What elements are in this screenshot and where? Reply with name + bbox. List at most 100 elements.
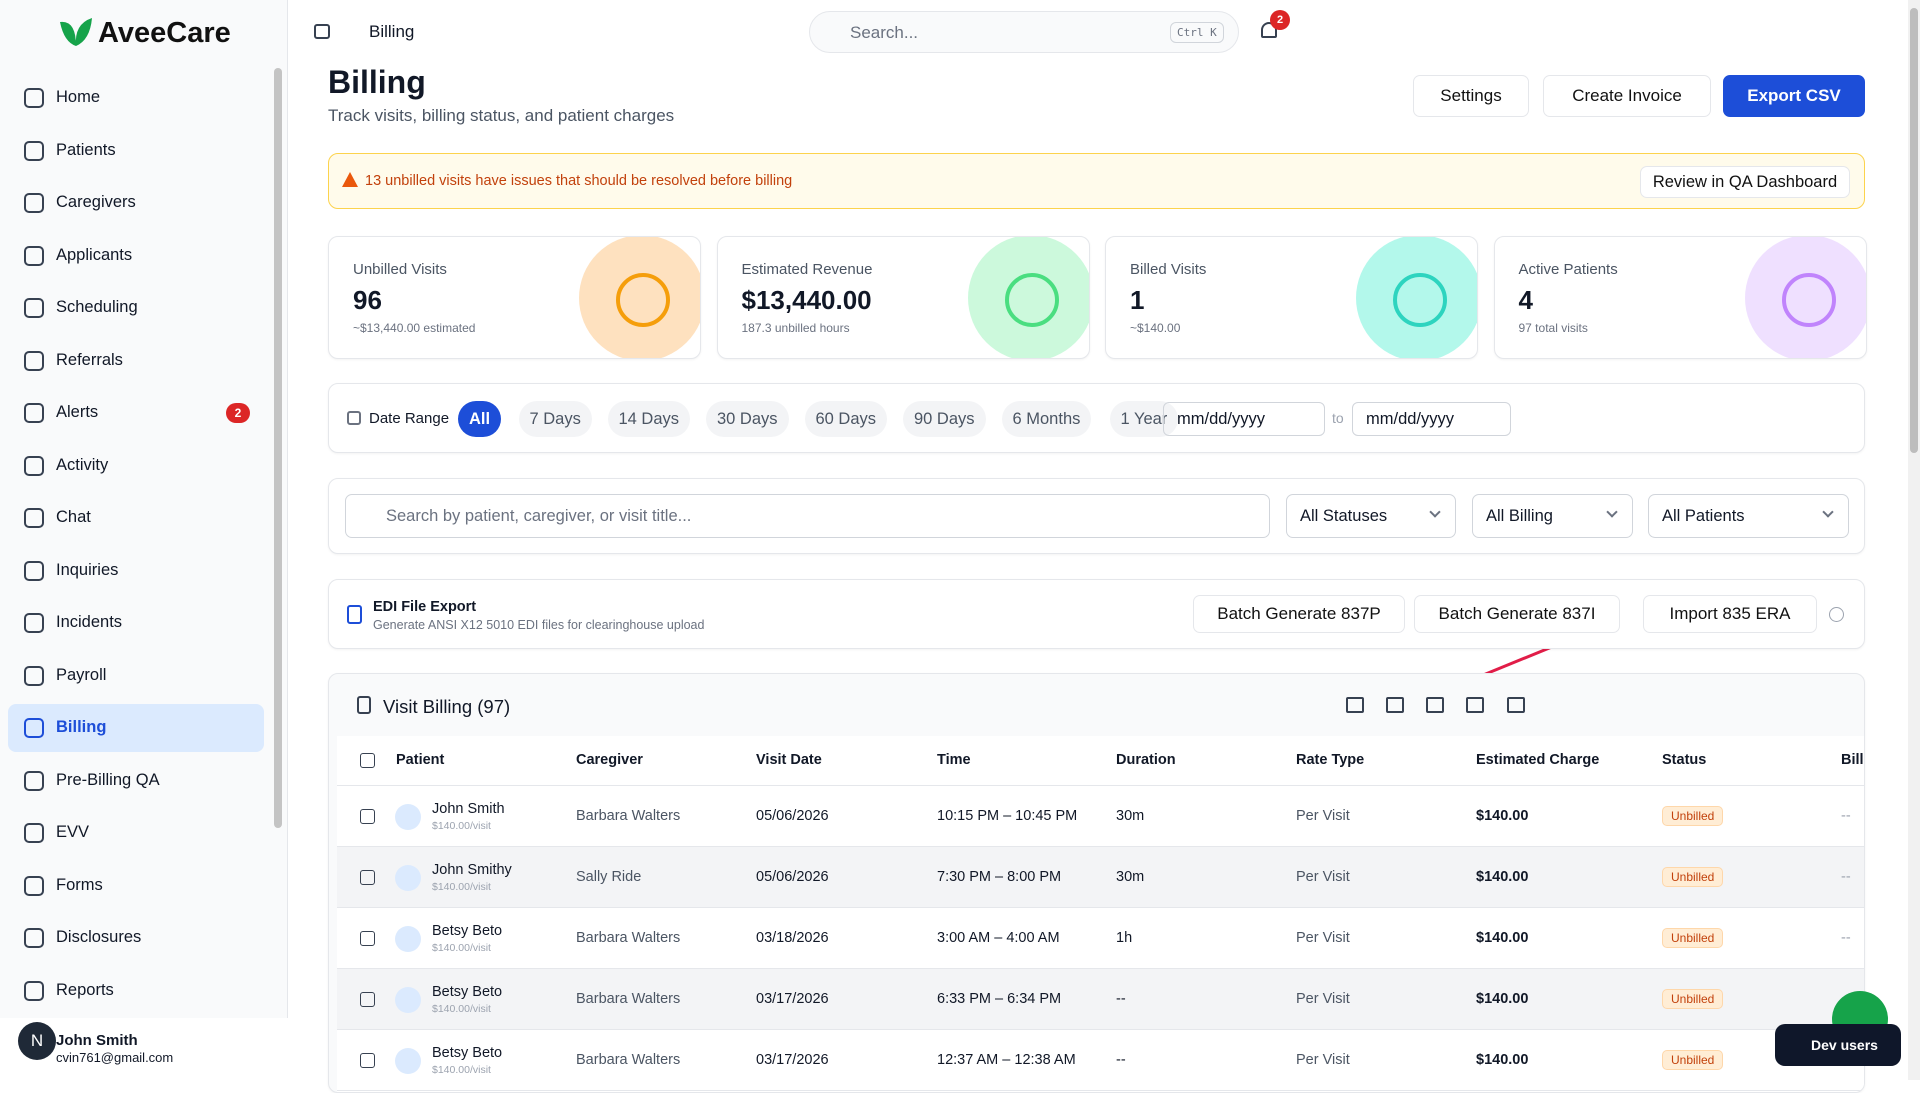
filter-search[interactable]: Search by patient, caregiver, or visit t… xyxy=(345,494,1270,538)
edi-icon xyxy=(347,605,362,624)
date-chip[interactable]: 60 Days xyxy=(804,401,888,437)
nav-icon xyxy=(24,193,44,213)
nav-item[interactable]: EVV xyxy=(8,809,264,857)
column-header[interactable]: Time xyxy=(937,752,971,768)
select-label: All Billing xyxy=(1486,507,1553,525)
nav-item[interactable]: Referrals xyxy=(8,337,264,385)
table-row[interactable]: Betsy Beto $140.00/visit Barbara Walters 03… xyxy=(337,1030,1864,1091)
global-search[interactable]: Search... Ctrl K xyxy=(809,11,1239,53)
date-chip[interactable]: 30 Days xyxy=(706,401,789,437)
sidebar-toggle[interactable] xyxy=(314,24,330,39)
toolbar-icon[interactable] xyxy=(1426,697,1444,713)
patient-avatar xyxy=(395,1048,421,1074)
user-name: John Smith xyxy=(56,1032,138,1049)
cell: 3:00 AM – 4:00 AM xyxy=(937,930,1060,946)
column-header[interactable]: Caregiver xyxy=(576,752,643,768)
nav-item[interactable]: Inquiries xyxy=(8,547,264,595)
nav-item[interactable]: Activity xyxy=(8,442,264,490)
shortcut: Ctrl K xyxy=(1170,22,1224,43)
cell: 12:37 AM – 12:38 AM xyxy=(937,1052,1076,1068)
user-menu[interactable]: N John Smith cvin761@gmail.com xyxy=(0,1018,288,1080)
column-header[interactable]: Visit Date xyxy=(756,752,822,768)
column-header[interactable]: Rate Type xyxy=(1296,752,1365,768)
nav-item[interactable]: Reports xyxy=(8,967,264,1015)
nav-item[interactable]: Billing xyxy=(8,704,264,752)
table-title: Visit Billing (97) xyxy=(383,696,511,717)
nav-item[interactable]: Applicants xyxy=(8,232,264,280)
chevron xyxy=(1429,506,1441,518)
column-header[interactable]: Bill xyxy=(1841,752,1864,768)
filter-select[interactable]: All Statuses xyxy=(1286,494,1456,538)
column-header[interactable]: Status xyxy=(1662,752,1707,768)
cell: 30m xyxy=(1116,869,1145,885)
edi-button[interactable]: Batch Generate 837P xyxy=(1193,595,1405,633)
nav-item[interactable]: Patients xyxy=(8,127,264,175)
date-chip[interactable]: 6 Months xyxy=(1001,401,1092,437)
nav-item[interactable]: Disclosures xyxy=(8,914,264,962)
select-label: All Statuses xyxy=(1300,507,1388,525)
cell: Sally Ride xyxy=(576,869,642,885)
nav-item[interactable]: Incidents xyxy=(8,599,264,647)
cell: 30m xyxy=(1116,808,1145,824)
header-checkbox[interactable] xyxy=(360,753,375,768)
date-to[interactable]: mm/dd/yyyy xyxy=(1352,402,1511,436)
filter-select[interactable]: All Billing xyxy=(1472,494,1633,538)
bell[interactable] xyxy=(1261,22,1277,38)
nav-label: Billing xyxy=(56,718,107,736)
table-row[interactable]: Betsy Beto $140.00/visit Barbara Walters 03… xyxy=(337,908,1864,969)
date-chip[interactable]: 90 Days xyxy=(903,401,986,437)
nav-icon xyxy=(24,88,44,108)
nav-item[interactable]: Forms xyxy=(8,862,264,910)
header-button[interactable]: Create Invoice xyxy=(1543,75,1711,117)
patient-name: Betsy Beto xyxy=(432,984,503,1000)
nav-icon xyxy=(24,718,44,738)
nav-icon xyxy=(24,770,44,791)
dev-users-button[interactable]: Dev users xyxy=(1775,1024,1901,1066)
qa-button[interactable]: Review in QA Dashboard xyxy=(1640,166,1850,198)
patient-rate: $140.00/visit xyxy=(432,881,491,893)
date-chip[interactable]: All xyxy=(458,401,502,437)
table-row[interactable]: John Smith $140.00/visit Barbara Walters 05… xyxy=(337,786,1864,847)
toolbar-icon[interactable] xyxy=(1346,697,1364,713)
patient-rate: $140.00/visit xyxy=(432,1064,491,1076)
patient-avatar xyxy=(395,926,421,952)
filter-select[interactable]: All Patients xyxy=(1648,494,1849,538)
table-row[interactable]: John Smithy $140.00/visit Sally Ride 05/06/… xyxy=(337,847,1864,908)
nav-item[interactable]: Pre-Billing QA xyxy=(8,757,264,805)
nav-item[interactable]: Payroll xyxy=(8,652,264,700)
nav-item[interactable]: Scheduling xyxy=(8,284,264,332)
chevron xyxy=(1822,506,1834,518)
toolbar-icon[interactable] xyxy=(1386,697,1404,713)
nav-item[interactable]: Caregivers xyxy=(8,179,264,227)
edi-title: EDI File Export xyxy=(373,599,477,615)
stat-sub: ~$140.00 xyxy=(1130,321,1181,335)
row-checkbox[interactable] xyxy=(360,931,375,946)
nav-item[interactable]: Home xyxy=(8,74,264,122)
stat-card: Billed Visits 1 ~$140.00 xyxy=(1105,236,1478,359)
toolbar-icon[interactable] xyxy=(1466,697,1484,713)
nav-label: Referrals xyxy=(56,350,123,369)
stat-icon xyxy=(1393,273,1447,327)
cell: $140.00 xyxy=(1476,808,1529,824)
date-chip[interactable]: 7 Days xyxy=(518,401,592,437)
breadcrumb: Billing xyxy=(369,22,415,41)
nav-item[interactable]: Alerts 2 xyxy=(8,389,264,437)
edi-button[interactable]: Batch Generate 837I xyxy=(1414,595,1620,633)
toolbar-icon[interactable] xyxy=(1507,697,1525,713)
table-row[interactable]: Betsy Beto $140.00/visit Barbara Walters 03… xyxy=(337,969,1864,1030)
nav-item[interactable]: Chat xyxy=(8,494,264,542)
date-from[interactable]: mm/dd/yyyy xyxy=(1163,402,1325,436)
row-checkbox[interactable] xyxy=(360,809,375,824)
column-header[interactable]: Duration xyxy=(1116,752,1176,768)
column-header[interactable]: Patient xyxy=(396,752,445,768)
header-button[interactable]: Export CSV xyxy=(1723,75,1865,117)
stat-label: Estimated Revenue xyxy=(741,261,873,278)
row-checkbox[interactable] xyxy=(360,992,375,1007)
row-checkbox[interactable] xyxy=(360,1053,375,1068)
column-header[interactable]: Estimated Charge xyxy=(1476,752,1600,768)
header-button[interactable]: Settings xyxy=(1413,75,1529,117)
stat-label: Active Patients xyxy=(1518,261,1618,278)
row-checkbox[interactable] xyxy=(360,870,375,885)
date-chip[interactable]: 14 Days xyxy=(607,401,691,437)
edi-button[interactable]: Import 835 ERA xyxy=(1643,595,1817,633)
